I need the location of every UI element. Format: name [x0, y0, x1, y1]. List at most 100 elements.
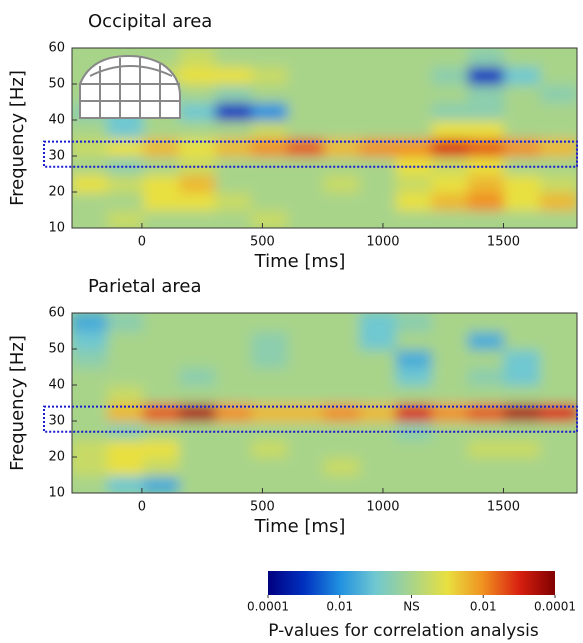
heatmap-cell — [359, 119, 398, 139]
heatmap-cell — [287, 83, 326, 103]
heatmap-cell — [323, 191, 362, 211]
x-tick-label: 1000 — [366, 500, 399, 515]
heatmap-cell — [395, 456, 434, 476]
heatmap-cell — [179, 438, 218, 458]
heatmap-cell — [179, 313, 218, 332]
heatmap-cell — [215, 48, 254, 67]
heatmap-cell — [251, 384, 290, 404]
heatmap-cell — [72, 348, 110, 368]
heatmap-cell — [143, 191, 182, 211]
plot-frame — [71, 312, 578, 494]
heatmap-cell — [179, 173, 218, 193]
heatmap-cell — [72, 137, 110, 157]
heatmap-cell — [431, 83, 470, 103]
heatmap-cell — [359, 313, 398, 332]
heatmap-cell — [359, 456, 398, 476]
heatmap-cell — [287, 173, 326, 193]
heatmap — [72, 313, 577, 493]
heatmap-cell — [395, 83, 434, 103]
heatmap-cell — [323, 137, 362, 157]
heatmap-cell — [323, 209, 362, 228]
heatmap-cell — [72, 330, 110, 350]
heatmap-cell — [287, 330, 326, 350]
heatmap-cell — [72, 119, 110, 139]
heatmap-cell — [395, 313, 434, 332]
heatmap-cell — [143, 420, 182, 440]
heatmap-cell — [251, 48, 290, 67]
heatmap-cell — [431, 348, 470, 368]
heatmap-cell — [107, 313, 146, 332]
heatmap-cell — [251, 348, 290, 368]
heatmap-cell — [395, 48, 434, 67]
heatmap-cell — [287, 456, 326, 476]
heatmap-cell — [359, 348, 398, 368]
heatmap-cell — [395, 330, 434, 350]
heatmap-cell — [395, 119, 434, 139]
heatmap-cell — [215, 366, 254, 386]
heatmap-cell — [143, 119, 182, 139]
heatmap-cell — [359, 402, 398, 422]
heatmap-cell — [431, 137, 470, 157]
heatmap-cell — [215, 474, 254, 493]
heatmap-cell — [287, 101, 326, 121]
heatmap-cell — [72, 420, 110, 440]
heatmap-cell — [503, 330, 542, 350]
heatmap-cell — [359, 420, 398, 440]
heatmap-cell — [395, 191, 434, 211]
heatmap-cell — [323, 313, 362, 332]
heatmap-cell — [539, 137, 577, 157]
heatmap-cell — [395, 402, 434, 422]
heatmap-cell — [179, 348, 218, 368]
heatmap-cell — [72, 173, 110, 193]
heatmap-cell — [179, 366, 218, 386]
heatmap-cell — [179, 330, 218, 350]
heatmap-cell — [72, 155, 110, 175]
heatmap-cell — [179, 384, 218, 404]
heatmap-cell — [359, 155, 398, 175]
heatmap-cell — [395, 209, 434, 228]
heatmap-cell — [107, 119, 146, 139]
heatmap-cell — [431, 402, 470, 422]
heatmap-cell — [215, 209, 254, 228]
heatmap-cell — [503, 173, 542, 193]
heatmap-cell — [539, 456, 577, 476]
y-tick-label: 40 — [48, 113, 65, 128]
heatmap-cell — [72, 313, 110, 332]
colorbar-tick-label: 0.01 — [326, 600, 353, 614]
heatmap-cell — [395, 366, 434, 386]
heatmap-cell — [359, 101, 398, 121]
heatmap-clip — [72, 48, 577, 228]
heatmap-cell — [251, 402, 290, 422]
panel-title: Occipital area — [88, 11, 212, 32]
heatmap-cell — [431, 366, 470, 386]
heatmap-cell — [503, 456, 542, 476]
heatmap-cell — [395, 474, 434, 493]
heatmap-cell — [251, 366, 290, 386]
heatmap-cell — [287, 313, 326, 332]
heatmap-cell — [395, 173, 434, 193]
heatmap-cell — [287, 420, 326, 440]
y-tick-label: 60 — [48, 41, 65, 56]
heatmap-cell — [323, 456, 362, 476]
heatmap-cell — [539, 313, 577, 332]
heatmap-cell — [431, 384, 470, 404]
heatmap-cell — [503, 83, 542, 103]
heatmap-cell — [359, 438, 398, 458]
heatmap-cell — [323, 101, 362, 121]
heatmap-cell — [467, 83, 506, 103]
heatmap-cell — [251, 137, 290, 157]
heatmap-cell — [251, 420, 290, 440]
heatmap-cell — [431, 420, 470, 440]
heatmap-cell — [287, 119, 326, 139]
heatmap-cell — [467, 313, 506, 332]
heatmap-cell — [251, 83, 290, 103]
heatmap-cell — [143, 438, 182, 458]
heatmap-cell — [179, 65, 218, 85]
heatmap-cell — [143, 456, 182, 476]
colorbar-tick-label: NS — [403, 600, 420, 614]
heatmap-cell — [431, 101, 470, 121]
heatmap-cell — [179, 119, 218, 139]
heatmap-cell — [143, 384, 182, 404]
heatmap-cell — [395, 348, 434, 368]
